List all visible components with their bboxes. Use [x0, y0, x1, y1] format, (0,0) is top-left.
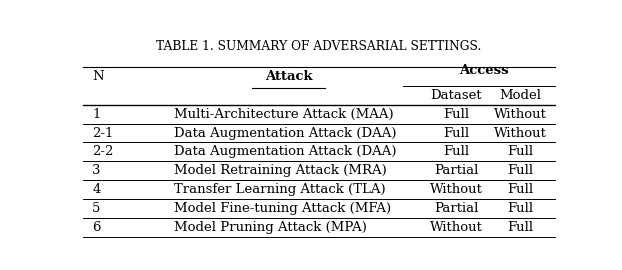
Text: Transfer Learning Attack (TLA): Transfer Learning Attack (TLA): [174, 183, 386, 196]
Text: Partial: Partial: [434, 164, 478, 177]
Text: Model Pruning Attack (MPA): Model Pruning Attack (MPA): [174, 221, 367, 234]
Text: Without: Without: [494, 107, 547, 121]
Text: Multi-Architecture Attack (MAA): Multi-Architecture Attack (MAA): [174, 107, 394, 121]
Text: 2-2: 2-2: [92, 146, 114, 158]
Text: 4: 4: [92, 183, 101, 196]
Text: 2-1: 2-1: [92, 127, 114, 140]
Text: Without: Without: [494, 127, 547, 140]
Text: Without: Without: [430, 221, 483, 234]
Text: Without: Without: [430, 183, 483, 196]
Text: Partial: Partial: [434, 202, 478, 215]
Text: Full: Full: [507, 202, 533, 215]
Text: TABLE 1. SUMMARY OF ADVERSARIAL SETTINGS.: TABLE 1. SUMMARY OF ADVERSARIAL SETTINGS…: [156, 40, 481, 53]
Text: Data Augmentation Attack (DAA): Data Augmentation Attack (DAA): [174, 127, 397, 140]
Text: Full: Full: [443, 127, 469, 140]
Text: Full: Full: [507, 146, 533, 158]
Text: 5: 5: [92, 202, 101, 215]
Text: 3: 3: [92, 164, 101, 177]
Text: Access: Access: [459, 65, 509, 77]
Text: Full: Full: [443, 107, 469, 121]
Text: Dataset: Dataset: [430, 89, 482, 102]
Text: Model Retraining Attack (MRA): Model Retraining Attack (MRA): [174, 164, 387, 177]
Text: N: N: [92, 70, 104, 83]
Text: Full: Full: [507, 164, 533, 177]
Text: Full: Full: [507, 221, 533, 234]
Text: Data Augmentation Attack (DAA): Data Augmentation Attack (DAA): [174, 146, 397, 158]
Text: Full: Full: [443, 146, 469, 158]
Text: 1: 1: [92, 107, 101, 121]
Text: Attack: Attack: [265, 70, 312, 83]
Text: Model: Model: [499, 89, 541, 102]
Text: Model Fine-tuning Attack (MFA): Model Fine-tuning Attack (MFA): [174, 202, 391, 215]
Text: 6: 6: [92, 221, 101, 234]
Text: Full: Full: [507, 183, 533, 196]
